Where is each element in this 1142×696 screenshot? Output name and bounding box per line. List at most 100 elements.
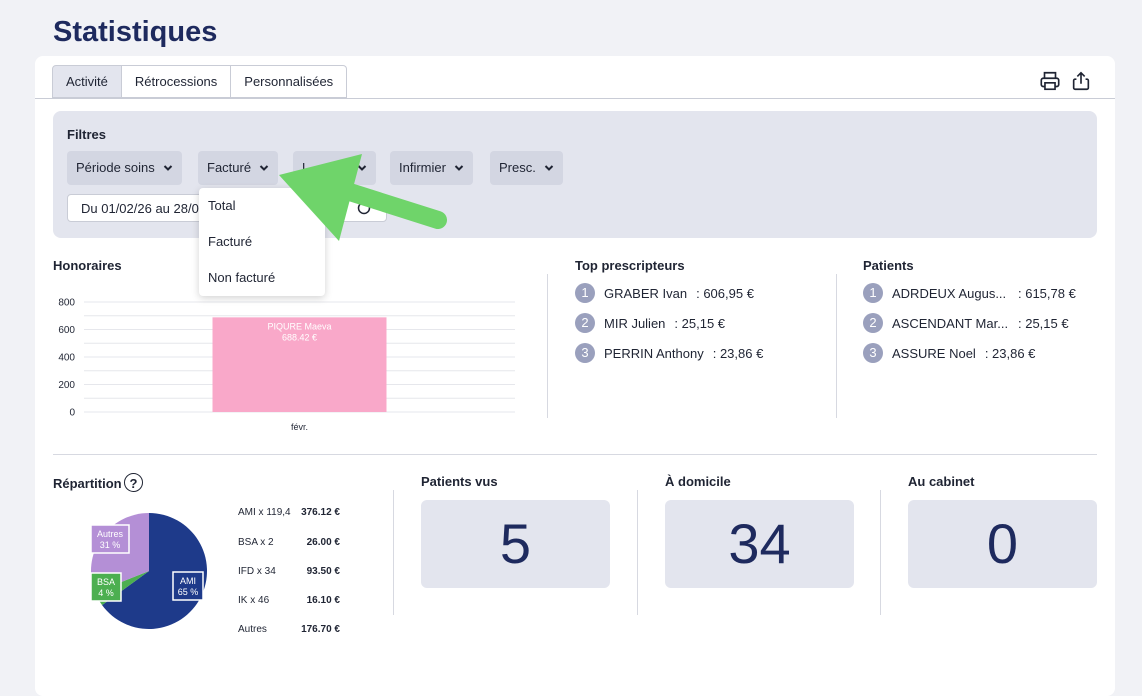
y-tick-label: 400 — [58, 353, 75, 364]
prescripteur-value: : 606,95 € — [696, 285, 754, 301]
au-cabinet-value: 0 — [908, 500, 1097, 588]
rank-badge: 1 — [575, 283, 595, 303]
patient-row[interactable]: 1 ADRDEUX Augus... : 615,78 € — [863, 283, 1076, 303]
dropdown-item-facture[interactable]: Facturé — [208, 234, 253, 249]
rank-badge: 3 — [863, 343, 883, 363]
tabs-divider — [35, 98, 1115, 99]
prescripteur-name: GRABER Ivan — [604, 285, 688, 301]
legend-value: 376.12 € — [301, 507, 340, 518]
rank-badge: 2 — [863, 313, 883, 333]
chevron-down-icon — [259, 165, 269, 171]
pie-label-box — [90, 524, 130, 554]
filter-facture-button[interactable]: Facturé — [198, 151, 279, 185]
a-domicile-title: À domicile — [665, 474, 731, 489]
pie-slice-label: AMI — [180, 576, 196, 586]
filters-title: Filtres — [67, 127, 107, 142]
honoraires-title: Honoraires — [53, 258, 122, 273]
rank-badge: 3 — [575, 343, 595, 363]
chevron-down-icon — [454, 165, 464, 171]
a-domicile-value: 34 — [665, 500, 854, 588]
legend-label: BSA x 2 — [238, 537, 274, 548]
bar-series-label: PIQURE Maeva — [267, 321, 331, 331]
column-divider — [547, 274, 548, 418]
tab-personnalisees[interactable]: Personnalisées — [231, 65, 348, 98]
legend-row: IFD x 34 93.50 € — [238, 566, 348, 577]
patient-name: ASSURE Noel — [892, 345, 976, 361]
rank-badge: 1 — [863, 283, 883, 303]
pie-slice-percent: 4 % — [98, 588, 114, 598]
column-divider — [637, 490, 638, 615]
pie-slice-label: Autres — [97, 529, 124, 539]
filter-label: Période soins — [76, 160, 155, 175]
patient-row[interactable]: 2 ASCENDANT Mar... : 25,15 € — [863, 313, 1069, 333]
repartition-title: Répartition — [53, 476, 122, 491]
legend-value: 16.10 € — [306, 595, 340, 606]
y-tick-label: 600 — [58, 325, 75, 336]
legend-row: BSA x 2 26.00 € — [238, 537, 348, 548]
x-tick-label: févr. — [291, 422, 308, 432]
date-range-text: Du 01/02/26 au 28/0 — [81, 201, 199, 216]
filter-infirmier-button[interactable]: Infirmier — [390, 151, 473, 185]
patient-value: : 25,15 € — [1018, 315, 1069, 331]
legend-row: IK x 46 16.10 € — [238, 595, 348, 606]
section-divider — [53, 454, 1097, 455]
legend-value: 176.70 € — [301, 624, 340, 635]
y-tick-label: 200 — [58, 380, 75, 391]
column-divider — [836, 274, 837, 418]
au-cabinet-title: Au cabinet — [908, 474, 975, 489]
legend-label: Autres — [238, 624, 267, 635]
y-tick-label: 0 — [69, 408, 75, 419]
patient-name: ADRDEUX Augus... — [892, 285, 1007, 301]
legend-label: AMI x 119,4 — [238, 507, 291, 518]
prescripteur-value: : 23,86 € — [712, 345, 764, 361]
filter-label: Presc. — [499, 160, 536, 175]
help-icon[interactable]: ? — [124, 473, 143, 492]
prescripteur-row[interactable]: 2 MIR Julien : 25,15 € — [575, 313, 725, 333]
tab-retrocessions[interactable]: Rétrocessions — [121, 65, 232, 98]
prescripteur-value: : 25,15 € — [674, 315, 726, 331]
chevron-down-icon — [357, 165, 367, 171]
filter-label: L — [302, 160, 310, 175]
top-prescripteurs-title: Top prescripteurs — [575, 258, 685, 273]
patient-value: : 23,86 € — [984, 345, 1036, 361]
pie-slice-percent: 31 % — [100, 540, 121, 550]
prescripteur-name: PERRIN Anthony — [604, 345, 704, 361]
legend-label: IK x 46 — [238, 595, 270, 606]
prescripteur-name: MIR Julien — [604, 315, 666, 331]
filter-periode-soins-button[interactable]: Période soins — [67, 151, 182, 185]
patient-value: : 615,78 € — [1018, 285, 1076, 301]
tab-activite[interactable]: Activité — [52, 65, 122, 98]
patients-vus-value: 5 — [421, 500, 610, 588]
page-title: Statistiques — [53, 16, 218, 48]
share-upload-icon[interactable] — [1070, 70, 1092, 92]
prescripteur-row[interactable]: 1 GRABER Ivan : 606,95 € — [575, 283, 754, 303]
patients-vus-title: Patients vus — [421, 474, 498, 489]
filter-label: Infirmier — [399, 160, 446, 175]
annotation-arrow-icon — [279, 154, 447, 241]
patients-title: Patients — [863, 258, 914, 273]
filter-label: Facturé — [207, 160, 252, 175]
patient-name: ASCENDANT Mar... — [892, 315, 1009, 331]
legend-row: AMI x 119,4 376.12 € — [238, 507, 348, 518]
y-tick-label: 800 — [58, 298, 75, 309]
facture-dropdown-menu: Total Facturé Non facturé — [199, 188, 325, 296]
pie-slice-label: BSA — [97, 577, 115, 587]
bar — [212, 317, 387, 412]
prescripteur-row[interactable]: 3 PERRIN Anthony : 23,86 € — [575, 343, 763, 363]
printer-icon[interactable] — [1039, 70, 1061, 92]
rank-badge: 2 — [575, 313, 595, 333]
pie-label-box — [172, 571, 204, 601]
bar-data-label: 688.42 € — [282, 332, 317, 342]
column-divider — [393, 490, 394, 615]
patient-row[interactable]: 3 ASSURE Noel : 23,86 € — [863, 343, 1035, 363]
dropdown-item-non-facture[interactable]: Non facturé — [208, 270, 276, 285]
pie-slice-percent: 65 % — [178, 587, 199, 597]
chevron-down-icon — [544, 165, 554, 171]
column-divider — [880, 490, 881, 615]
dropdown-item-total[interactable]: Total — [208, 198, 236, 213]
legend-row: Autres 176.70 € — [238, 624, 348, 635]
pie-label-box — [90, 572, 122, 602]
filter-presc-button[interactable]: Presc. — [490, 151, 563, 185]
legend-value: 26.00 € — [306, 537, 340, 548]
